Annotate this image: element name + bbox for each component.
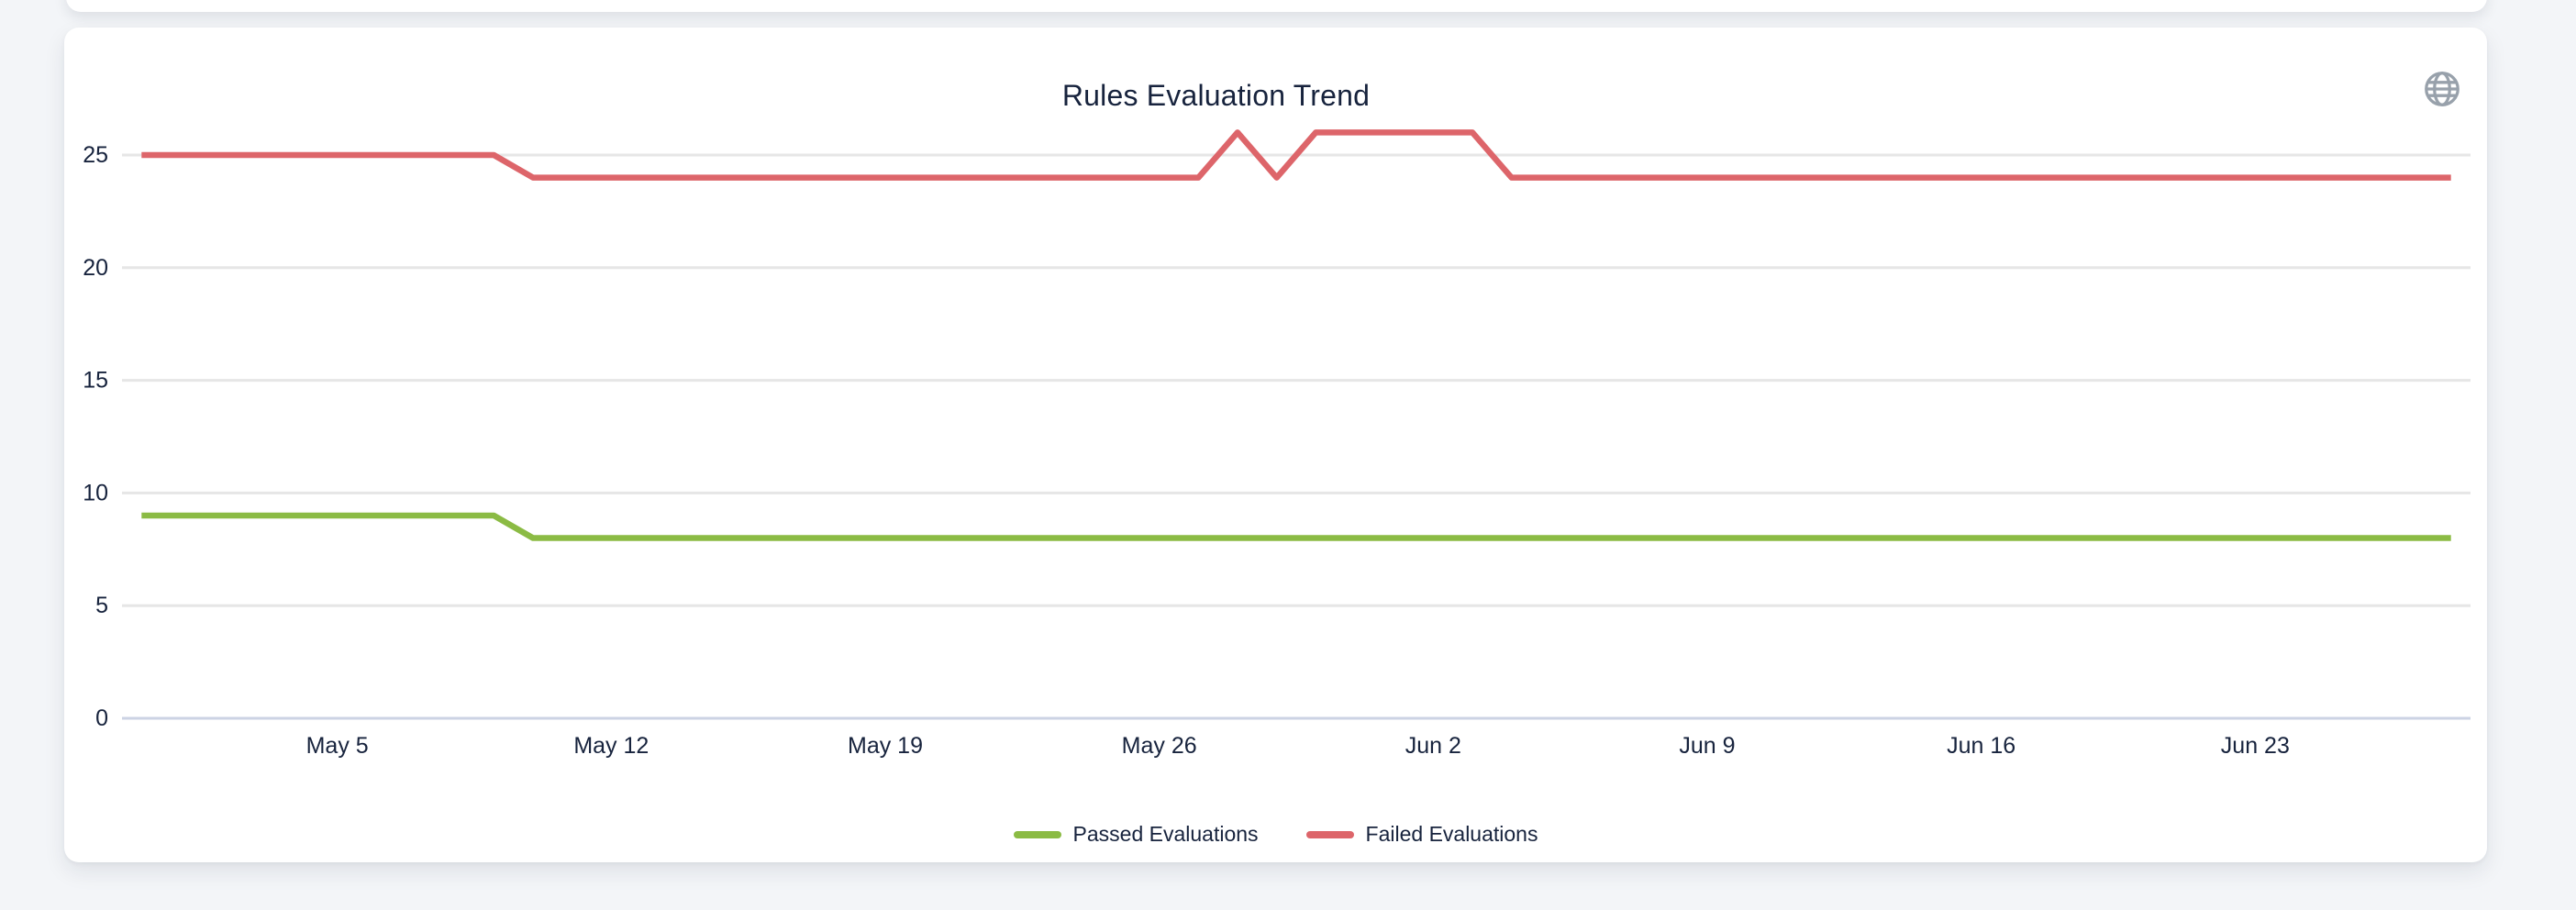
- passed-evaluations-line[interactable]: [141, 512, 2451, 541]
- y-axis-label: 10: [83, 480, 108, 505]
- failed-series-swatch: [1305, 830, 1354, 838]
- x-axis-label: May 19: [848, 733, 923, 759]
- globe-icon-glyph: [2425, 72, 2459, 106]
- failed-evaluations-line[interactable]: [141, 129, 2451, 181]
- x-axis-label: May 12: [573, 733, 649, 759]
- x-axis-label: May 26: [1122, 733, 1197, 759]
- x-axis-label: Jun 23: [2221, 733, 2290, 759]
- x-axis-label: Jun 2: [1405, 733, 1461, 759]
- chart-title: Rules Evaluation Trend: [1061, 79, 1371, 112]
- passed-series-label: Passed Evaluations: [1072, 822, 1259, 846]
- legend-item-failed-evaluations[interactable]: Failed Evaluations: [1305, 822, 1538, 847]
- y-axis-label: 25: [83, 142, 108, 168]
- passed-series-swatch: [1013, 830, 1061, 838]
- failed-series-label: Failed Evaluations: [1365, 822, 1538, 846]
- x-axis-label: Jun 9: [1679, 733, 1735, 759]
- x-axis-label: May 5: [306, 733, 369, 759]
- adjacent-card-partial: [66, 0, 2487, 12]
- y-axis-label: 20: [83, 255, 108, 281]
- rules-evaluation-trend-card: 0 5 10 15 20 25 May 5 May 12 May 19 May 26 Jun 2 Ju…: [64, 28, 2487, 862]
- chart-legend: Passed Evaluations Failed Evaluations: [64, 822, 2487, 847]
- x-axis-label: Jun 16: [1947, 733, 2015, 759]
- y-axis-label: 5: [95, 593, 108, 618]
- trend-chart-plot: 0 5 10 15 20 25 May 5 May 12 May 19 May 26 Jun 2 Ju…: [83, 129, 2471, 759]
- y-axis-label: 0: [95, 705, 108, 731]
- globe-icon[interactable]: [2421, 68, 2463, 110]
- legend-item-passed-evaluations[interactable]: Passed Evaluations: [1013, 822, 1259, 847]
- y-axis-label: 15: [83, 368, 108, 394]
